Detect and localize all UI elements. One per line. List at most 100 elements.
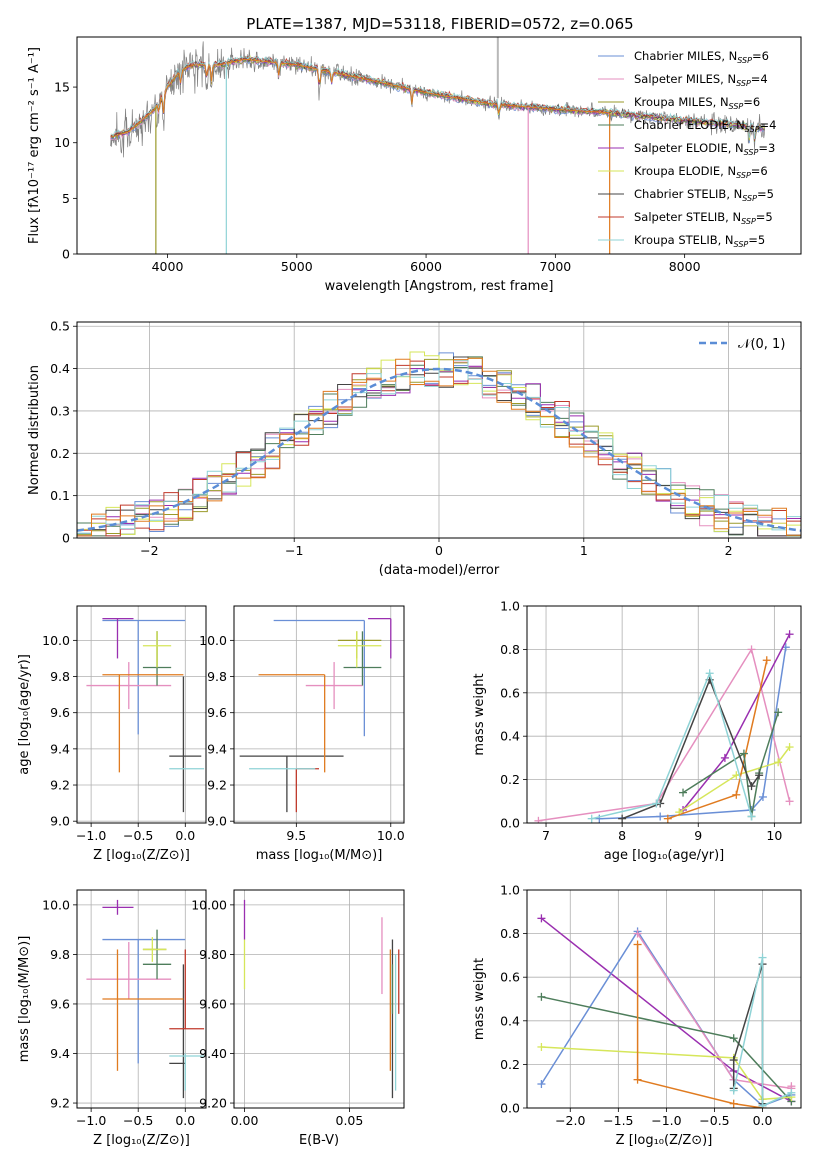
panel-p2: 9.5 10.0 9.0 9.2 9.4 9.6 9.8 10.0 mass [log₁₀(M/… xyxy=(199,605,405,863)
legend-subscript: SSP xyxy=(729,102,744,111)
legend-subscript: SSP xyxy=(736,171,751,180)
axis-label-y: age [log₁₀(age/yr)] xyxy=(17,654,32,775)
point-SE xyxy=(368,618,392,659)
axis-label-y: mass weight xyxy=(472,673,487,755)
tick-label-y: 9.2 xyxy=(207,778,227,793)
tick-label-x: 0.0 xyxy=(753,1113,773,1128)
tick-label-x: 0 xyxy=(435,543,443,558)
point-SS xyxy=(169,949,205,1030)
legend-count: =5 xyxy=(756,210,773,224)
tick-label-x: 9 xyxy=(694,828,702,843)
series-line-KS xyxy=(732,957,792,1107)
tick-label-x: 0.0 xyxy=(175,1113,195,1128)
legend-subscript: SSP xyxy=(734,240,749,249)
legend-count: =6 xyxy=(751,164,768,178)
tick-label-y: 0.3 xyxy=(50,403,70,418)
axis-label-y: Normed distribution xyxy=(27,365,42,495)
tick-label-x: −2.0 xyxy=(555,1113,585,1128)
normal-curve xyxy=(77,367,801,532)
tick-label-y: 9.0 xyxy=(207,814,227,829)
tick-label-x: 7 xyxy=(542,828,550,843)
point-orange xyxy=(102,674,184,773)
legend-subscript: SSP xyxy=(741,217,756,226)
legend-label-CM: Chabrier MILES, NSSP=6 xyxy=(634,49,769,65)
plot-area-spec xyxy=(110,37,766,254)
panel-resid: −2 −1 0 1 2 0 0.1 0.2 0.3 0.4 0.5 (data-model)/erro… xyxy=(27,319,802,578)
legend-subscript: SSP xyxy=(745,125,760,134)
plot-area-p1 xyxy=(86,618,205,813)
axes-frame xyxy=(76,321,802,539)
tick-label-y: 9.0 xyxy=(50,814,70,829)
legend-label-normal: 𝒩(0, 1) xyxy=(738,337,785,352)
tick-label-y: 0.0 xyxy=(500,1101,520,1116)
point-CS xyxy=(169,676,202,813)
tick-label-y: 1.0 xyxy=(500,599,520,614)
plot-area-p2 xyxy=(239,618,392,813)
figure-title: PLATE=1387, MJD=53118, FIBERID=0572, z=0… xyxy=(246,15,633,33)
tick-label-y: 9.4 xyxy=(50,741,70,756)
axis-label-y: Flux [fλ10⁻¹⁷ erg cm⁻² s⁻¹ A⁻¹] xyxy=(27,47,42,244)
point-SE xyxy=(102,899,134,915)
legend-label-KM: Kroupa MILES, NSSP=6 xyxy=(634,95,760,111)
tick-label-y: 9.6 xyxy=(207,705,227,720)
series-line-SM xyxy=(538,647,791,822)
tick-label-x: 8000 xyxy=(669,259,701,274)
tick-label-x: −1.5 xyxy=(603,1113,633,1128)
series-line-orange xyxy=(636,944,763,1108)
plot-area-p4 xyxy=(86,899,205,1099)
point-SM xyxy=(86,942,172,999)
point-KS xyxy=(169,1053,205,1091)
plot-area-p6 xyxy=(537,914,796,1108)
tick-label-y: 9.6 xyxy=(50,705,70,720)
tick-label-y: 9.6 xyxy=(50,996,70,1011)
point-KE xyxy=(337,631,382,668)
legend-label-CE: Chabrier ELODIE, NSSP=4 xyxy=(634,118,776,134)
point-orange xyxy=(102,949,184,1071)
tick-label-y: 0.4 xyxy=(50,361,70,376)
tick-label-x: −2 xyxy=(140,543,158,558)
point-CS xyxy=(239,755,344,813)
point-SE xyxy=(102,618,134,659)
legend-label-SE: Salpeter ELODIE, NSSP=3 xyxy=(634,141,775,157)
tick-label-x: 10.0 xyxy=(377,828,405,843)
tick-label-y: 0.4 xyxy=(500,729,520,744)
series-line-KS xyxy=(591,671,753,820)
axis-label-x: Z [log₁₀(Z/Z⊙)] xyxy=(616,1133,713,1148)
tick-label-y: 0.2 xyxy=(50,446,70,461)
legend-label-KE: Kroupa ELODIE, NSSP=6 xyxy=(634,164,768,180)
tick-label-y: 9.4 xyxy=(50,1046,70,1061)
axis-label-x: Z [log₁₀(Z/Z⊙)] xyxy=(93,848,190,863)
point-CM xyxy=(273,619,365,737)
spectrum-model-orange xyxy=(110,58,610,138)
point-CM xyxy=(102,938,186,1064)
tick-label-y: 9.2 xyxy=(50,778,70,793)
axes-frame xyxy=(233,605,405,824)
spectrum-model-SS xyxy=(110,55,765,141)
tick-label-y: 9.8 xyxy=(50,669,70,684)
axis-label-x: E(B-V) xyxy=(299,1133,339,1148)
axes-frame xyxy=(526,605,802,824)
tick-label-x: −0.5 xyxy=(123,1113,153,1128)
tick-label-y: 0.6 xyxy=(500,685,520,700)
tick-label-y: 10.0 xyxy=(42,633,70,648)
axis-label-x: mass [log₁₀(M/M⊙)] xyxy=(256,848,383,863)
resid-legend: 𝒩(0, 1) xyxy=(699,337,785,352)
tick-label-y: 9.8 xyxy=(207,669,227,684)
tick-label-x: 5000 xyxy=(281,259,313,274)
legend-count: =6 xyxy=(752,49,769,63)
tick-label-y: 10.0 xyxy=(42,897,70,912)
panel-p4: −1.0 −0.5 0.0 9.2 9.4 9.6 9.8 10.0 Z [log₁₀(Z/Z⊙… xyxy=(17,889,207,1148)
tick-label-y: 0.2 xyxy=(500,772,520,787)
panel-p3: 7 8 9 10 0.0 0.2 0.4 0.6 0.8 1.0 age [log₁₀(age/yr… xyxy=(472,599,802,863)
series-line-KE xyxy=(678,746,791,813)
legend-count: =5 xyxy=(757,187,774,201)
legend-count: =4 xyxy=(751,72,768,86)
tick-label-y: 0 xyxy=(62,247,70,262)
panel-p6: −2.0 −1.5 −1.0 −0.5 0.0 0.0 0.2 0.4 0.6 0.8 1.0 Z [… xyxy=(472,883,802,1148)
tick-label-y: 0.8 xyxy=(500,926,520,941)
axis-label-y: mass [log₁₀(M/M⊙)] xyxy=(17,936,32,1063)
tick-label-x: 9.5 xyxy=(286,828,306,843)
tick-label-x: −1.0 xyxy=(76,828,106,843)
axes-frame xyxy=(526,889,802,1109)
legend-label-CS: Chabrier STELIB, NSSP=5 xyxy=(634,187,774,203)
